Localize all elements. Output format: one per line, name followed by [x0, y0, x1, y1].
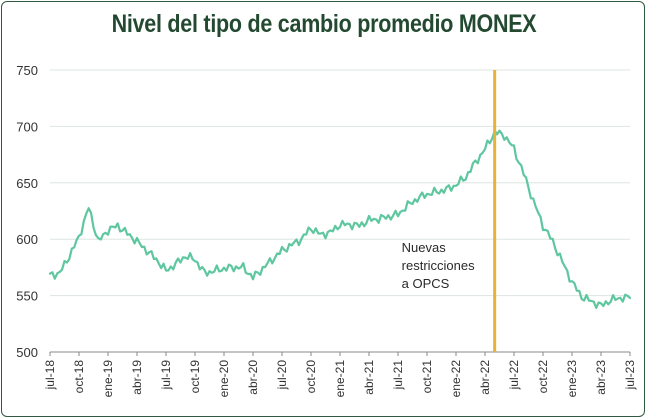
x-tick-label: ene-20: [217, 360, 231, 398]
x-tick-label: ene-22: [449, 360, 463, 398]
y-tick-label: 650: [16, 176, 38, 191]
annotation-label: Nuevas: [402, 240, 447, 255]
y-tick-label: 750: [16, 63, 38, 78]
x-tick-label: jul-19: [159, 360, 173, 391]
annotation-label: a OPCS: [402, 276, 450, 291]
x-tick-label: jul-18: [43, 360, 57, 391]
annotation-layer: Nuevas restricciones a OPCS: [402, 70, 497, 352]
x-tick-label: oct-22: [536, 360, 550, 394]
x-tick-label: abr-20: [246, 360, 260, 395]
gridlines: [50, 69, 630, 297]
y-tick-label: 700: [16, 119, 38, 134]
x-tick-label: ene-19: [101, 360, 115, 398]
chart-title: Nivel del tipo de cambio promedio MONEX: [111, 10, 537, 38]
x-tick-label: abr-19: [130, 360, 144, 395]
y-tick-label: 550: [16, 289, 38, 304]
x-tick-label: jul-22: [507, 360, 521, 391]
x-tick-label: abr-22: [478, 360, 492, 395]
y-axis-ticks: 500 550 600 650 700 750: [16, 63, 38, 360]
x-tick-label: oct-20: [304, 360, 318, 394]
x-tick-label: ene-23: [565, 360, 579, 398]
y-tick-label: 600: [16, 232, 38, 247]
x-tick-label: jul-21: [391, 360, 405, 391]
x-tick-label: abr-23: [594, 360, 608, 395]
x-tick-label: jul-20: [275, 360, 289, 391]
y-tick-label: 500: [16, 345, 38, 360]
series-layer: [48, 129, 632, 309]
x-tick-label: ene-21: [333, 360, 347, 398]
x-axis-ticks: jul-18 oct-18 ene-19 abr-19 jul-19 oct-19 ene-…: [43, 352, 637, 397]
x-tick-label: oct-19: [188, 360, 202, 394]
series-line: [48, 129, 632, 309]
annotation-label: restricciones: [402, 258, 475, 273]
x-tick-label: jul-23: [623, 360, 637, 391]
x-tick-label: oct-21: [420, 360, 434, 394]
x-tick-label: oct-18: [72, 360, 86, 394]
x-tick-label: abr-21: [362, 360, 376, 395]
